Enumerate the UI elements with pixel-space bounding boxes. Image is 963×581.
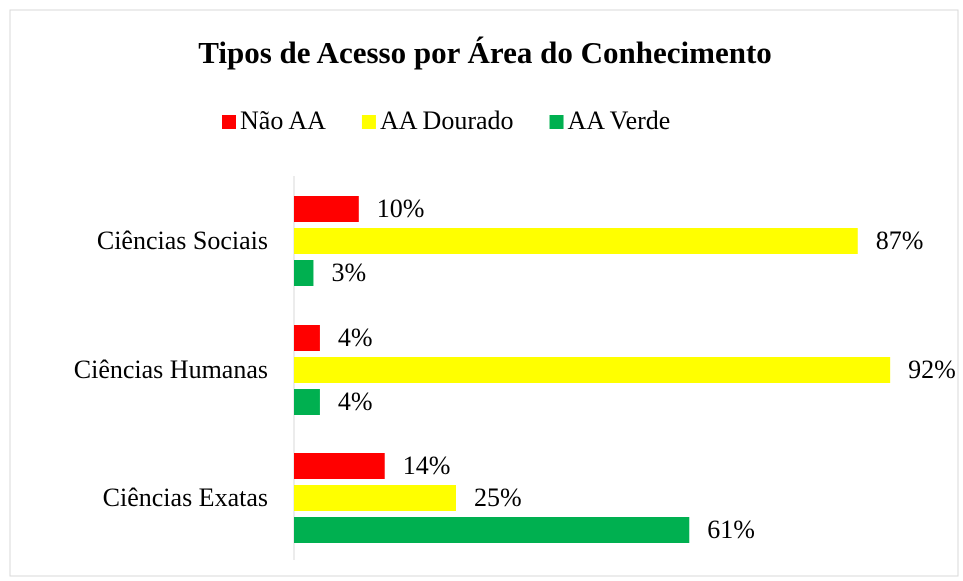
legend-swatch (222, 115, 236, 129)
value-label: 87% (876, 226, 924, 255)
bar (294, 260, 314, 286)
chart-frame (9, 9, 959, 577)
bar (294, 357, 891, 383)
value-label: 61% (707, 515, 755, 544)
legend-swatch (549, 115, 564, 129)
value-label: 4% (338, 387, 373, 416)
y-tick-label: Ciências Sociais (97, 226, 268, 255)
bar (294, 228, 858, 254)
value-label: 4% (338, 323, 373, 352)
bar (294, 325, 320, 351)
y-tick-label: Ciências Humanas (74, 355, 268, 384)
legend-label: AA Dourado (380, 106, 514, 135)
legend-swatch (361, 115, 376, 129)
bar (294, 517, 690, 543)
legend-label: AA Verde (568, 106, 671, 135)
bar (294, 453, 385, 479)
value-label: 92% (908, 355, 956, 384)
bar (294, 485, 456, 511)
value-label: 25% (474, 483, 522, 512)
y-tick-label: Ciências Exatas (103, 483, 268, 512)
bar (294, 389, 320, 415)
value-label: 10% (377, 194, 425, 223)
chart-title: Tipos de Acesso por Área do Conhecimento (198, 35, 772, 70)
bar (294, 196, 359, 222)
value-label: 3% (331, 258, 366, 287)
legend-label: Não AA (240, 106, 326, 135)
value-label: 14% (403, 451, 451, 480)
